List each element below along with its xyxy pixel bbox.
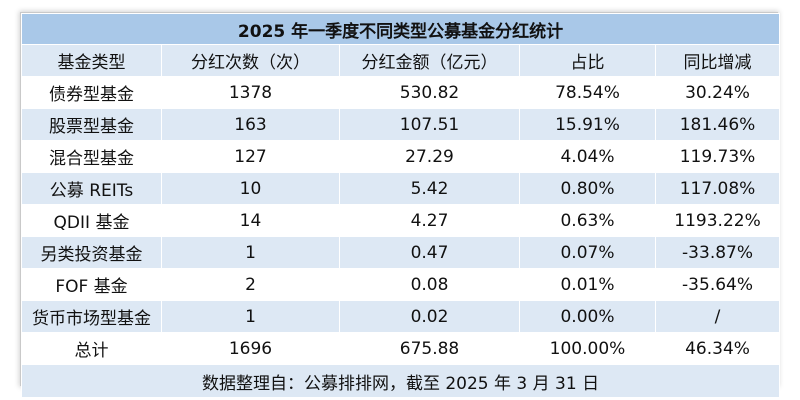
table-total-row: 总计 1696 675.88 100.00% 46.34% [21, 332, 781, 365]
cell-fund-type: 混合型基金 [21, 140, 162, 173]
table-row: 债券型基金 1378 530.82 78.54% 30.24% [21, 76, 781, 109]
cell-yoy-change: -33.87% [654, 236, 781, 269]
cell-share: 4.04% [519, 140, 656, 173]
table-card: 2025 年一季度不同类型公募基金分红统计 基金类型 分红次数（次） 分红金额（… [20, 12, 781, 398]
table-row: 公募 REITs 10 5.42 0.80% 117.08% [21, 172, 781, 205]
cell-share: 15.91% [519, 108, 656, 141]
cell-fund-type: QDII 基金 [21, 204, 162, 237]
table-row: 另类投资基金 1 0.47 0.07% -33.87% [21, 236, 781, 269]
table-row: 股票型基金 163 107.51 15.91% 181.46% [21, 108, 781, 141]
column-header-dividend-count: 分红次数（次） [161, 44, 340, 77]
table-header-row: 基金类型 分红次数（次） 分红金额（亿元） 占比 同比增减 [21, 44, 781, 77]
cell-dividend-amount: 107.51 [339, 108, 520, 141]
cell-dividend-amount: 27.29 [339, 140, 520, 173]
total-yoy-change: 46.34% [654, 332, 781, 365]
table-title-row: 2025 年一季度不同类型公募基金分红统计 [20, 13, 781, 45]
cell-share: 0.00% [519, 300, 656, 333]
cell-yoy-change: 117.08% [654, 172, 781, 205]
cell-dividend-count: 1378 [161, 76, 340, 109]
cell-dividend-count: 1 [161, 300, 340, 333]
cell-yoy-change: / [654, 300, 781, 333]
cell-fund-type: 货币市场型基金 [21, 300, 162, 333]
cell-fund-type: 股票型基金 [21, 108, 162, 141]
cell-fund-type: 债券型基金 [21, 76, 162, 109]
cell-dividend-count: 163 [161, 108, 340, 141]
total-dividend-count: 1696 [161, 332, 340, 365]
cell-dividend-count: 14 [161, 204, 340, 237]
cell-fund-type: FOF 基金 [21, 268, 162, 301]
source-note: 数据整理自：公募排排网，截至 2025 年 3 月 31 日 [20, 364, 781, 398]
column-header-dividend-amount: 分红金额（亿元） [339, 44, 520, 77]
cell-dividend-count: 10 [161, 172, 340, 205]
cell-share: 0.80% [519, 172, 656, 205]
cell-fund-type: 另类投资基金 [21, 236, 162, 269]
cell-share: 0.63% [519, 204, 656, 237]
total-dividend-amount: 675.88 [339, 332, 520, 365]
total-share: 100.00% [519, 332, 656, 365]
cell-share: 78.54% [519, 76, 656, 109]
cell-yoy-change: 119.73% [654, 140, 781, 173]
cell-dividend-amount: 0.08 [339, 268, 520, 301]
cell-share: 0.01% [519, 268, 656, 301]
cell-dividend-amount: 4.27 [339, 204, 520, 237]
cell-dividend-count: 127 [161, 140, 340, 173]
table-row: FOF 基金 2 0.08 0.01% -35.64% [21, 268, 781, 301]
table-row: 混合型基金 127 27.29 4.04% 119.73% [21, 140, 781, 173]
column-header-fund-type: 基金类型 [21, 44, 162, 77]
cell-fund-type: 公募 REITs [21, 172, 162, 205]
cell-yoy-change: 30.24% [654, 76, 781, 109]
cell-yoy-change: 181.46% [654, 108, 781, 141]
table-footer-row: 数据整理自：公募排排网，截至 2025 年 3 月 31 日 [20, 364, 781, 398]
cell-dividend-amount: 0.02 [339, 300, 520, 333]
cell-dividend-amount: 5.42 [339, 172, 520, 205]
cell-yoy-change: -35.64% [654, 268, 781, 301]
dividend-table: 2025 年一季度不同类型公募基金分红统计 基金类型 分红次数（次） 分红金额（… [20, 13, 781, 398]
column-header-yoy-change: 同比增减 [654, 44, 781, 77]
cell-dividend-count: 1 [161, 236, 340, 269]
table-title: 2025 年一季度不同类型公募基金分红统计 [20, 13, 781, 45]
cell-dividend-count: 2 [161, 268, 340, 301]
cell-dividend-amount: 0.47 [339, 236, 520, 269]
cell-share: 0.07% [519, 236, 656, 269]
table-row: QDII 基金 14 4.27 0.63% 1193.22% [21, 204, 781, 237]
cell-yoy-change: 1193.22% [654, 204, 781, 237]
total-label: 总计 [21, 332, 162, 365]
cell-dividend-amount: 530.82 [339, 76, 520, 109]
column-header-share: 占比 [519, 44, 656, 77]
table-row: 货币市场型基金 1 0.02 0.00% / [21, 300, 781, 333]
